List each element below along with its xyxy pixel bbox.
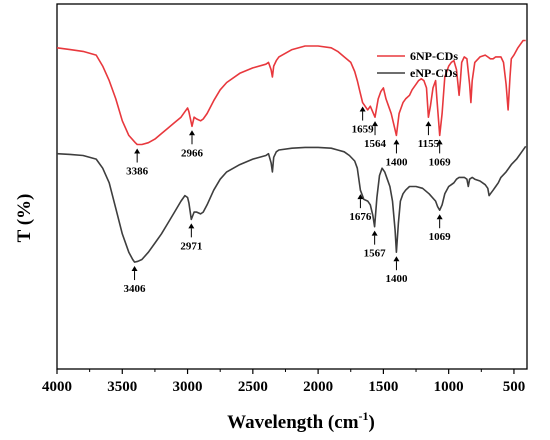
plot-frame <box>56 3 528 370</box>
peak-arrow-head <box>372 121 379 127</box>
peak-annotation: 2971 <box>180 223 202 252</box>
series-layer <box>56 39 527 263</box>
peak-arrow-head <box>371 230 378 236</box>
x-tick-label: 3500 <box>107 379 137 395</box>
peak-annotation: 1400 <box>385 256 408 285</box>
x-tick-label: 3000 <box>173 379 203 395</box>
peak-arrow-head <box>134 148 141 154</box>
peak-label: 1564 <box>364 138 387 150</box>
x-tick-label: 2500 <box>238 379 268 395</box>
legend-label-eNP-CDs: eNP-CDs <box>410 66 458 80</box>
x-axis-title-sup: -1 <box>359 409 369 423</box>
peak-label: 3406 <box>124 283 147 295</box>
peak-label: 1069 <box>429 156 452 168</box>
peak-annotation: 1567 <box>364 230 387 260</box>
peak-label: 1659 <box>352 124 375 136</box>
peak-arrow-head <box>393 139 400 145</box>
peak-label: 1155 <box>418 138 440 150</box>
series-line-eNP-CDs <box>56 145 527 263</box>
peak-annotation: 3386 <box>126 148 149 178</box>
peak-arrow-head <box>436 139 443 145</box>
peak-arrow-head <box>425 121 432 127</box>
peak-annotation: 1400 <box>385 139 408 168</box>
x-tick-label: 4000 <box>42 379 72 395</box>
peak-label: 1069 <box>429 231 452 243</box>
peak-label: 1400 <box>385 273 408 285</box>
peak-arrow-head <box>359 106 366 112</box>
x-axis-title-main: Wavelength (cm <box>227 412 359 433</box>
legend: 6NP-CDs eNP-CDs <box>377 49 458 80</box>
peak-annotation: 1659 <box>352 106 375 136</box>
peak-label: 3386 <box>126 166 149 178</box>
peak-annotations: 3386 2966 1659 1564 1400 1155 1069 3406 2971 1676… <box>124 106 452 295</box>
peak-annotation: 1069 <box>429 139 452 168</box>
peak-annotation: 1676 <box>349 194 372 223</box>
peak-annotation: 2966 <box>181 130 204 159</box>
peak-annotation: 1155 <box>418 121 440 150</box>
peak-label: 2971 <box>180 240 202 252</box>
x-axis-title: Wavelength (cm-1) <box>227 409 375 433</box>
peak-arrow-head <box>188 130 195 136</box>
peak-label: 1676 <box>349 211 372 223</box>
peak-arrow-head <box>131 266 138 272</box>
series-line-6NP-CDs <box>56 39 526 146</box>
x-tick-label: 1000 <box>434 379 464 395</box>
legend-label-6NP-CDs: 6NP-CDs <box>410 49 458 63</box>
x-axis-title-end: ) <box>369 412 375 433</box>
x-tick-label: 2000 <box>303 379 333 395</box>
peak-arrow-head <box>357 194 364 200</box>
x-tick-label: 1500 <box>368 379 398 395</box>
peak-annotation: 1564 <box>364 121 387 150</box>
peak-arrow-head <box>393 256 400 262</box>
plot-border <box>56 3 528 370</box>
y-axis-title: T (%) <box>14 194 35 243</box>
peak-arrow-head <box>436 214 443 220</box>
x-tick-label: 500 <box>503 379 526 395</box>
peak-annotation: 1069 <box>429 214 452 243</box>
peak-arrow-head <box>188 223 195 229</box>
peak-label: 2966 <box>181 147 204 159</box>
x-axis-ticks: 4000 3500 3000 2500 2000 1500 1000 500 <box>42 369 525 395</box>
peak-label: 1400 <box>385 156 408 168</box>
peak-label: 1567 <box>364 248 387 260</box>
peak-annotation: 3406 <box>124 266 147 295</box>
